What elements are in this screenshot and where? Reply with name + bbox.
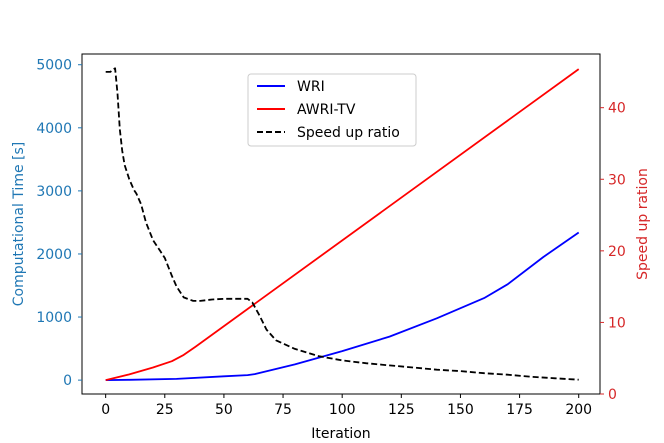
x-tick-label: 0 bbox=[101, 402, 110, 418]
x-tick-label: 125 bbox=[388, 402, 415, 418]
y-axis-right-title: Speed up ration bbox=[635, 168, 651, 280]
y-left-tick-label: 3000 bbox=[36, 184, 72, 200]
legend-label-awri: AWRI-TV bbox=[297, 102, 356, 118]
series-layer bbox=[105, 67, 580, 381]
x-tick-label: 25 bbox=[156, 402, 174, 418]
x-tick-label: 175 bbox=[506, 402, 533, 418]
x-tick-label: 200 bbox=[565, 402, 592, 418]
x-tick-label: 100 bbox=[329, 402, 356, 418]
y-left-tick-label: 0 bbox=[63, 373, 72, 389]
y-right-tick-label: 10 bbox=[608, 315, 626, 331]
series-line-wri bbox=[105, 231, 580, 381]
x-tick-label: 75 bbox=[274, 402, 292, 418]
y-right-tick-label: 40 bbox=[608, 101, 626, 117]
x-tick-label: 50 bbox=[215, 402, 233, 418]
x-tick-label: 150 bbox=[447, 402, 474, 418]
x-axis: 0 25 50 75 100 125 150 175 200 bbox=[101, 394, 592, 418]
legend-label-wri: WRI bbox=[297, 79, 325, 95]
series-line-speed-up-ratio bbox=[105, 67, 579, 381]
series-line-awri-tv bbox=[105, 68, 580, 381]
y-right-tick-label: 30 bbox=[608, 172, 626, 188]
y-left-tick-label: 1000 bbox=[36, 310, 72, 326]
legend: WRI AWRI-TV Speed up ratio bbox=[247, 73, 417, 147]
y-axis-left: 0 1000 2000 3000 4000 5000 bbox=[36, 58, 82, 389]
y-axis-right: 0 10 20 30 40 bbox=[600, 101, 626, 403]
y-right-tick-label: 0 bbox=[608, 387, 617, 403]
legend-box bbox=[247, 73, 417, 147]
x-axis-title: Iteration bbox=[311, 426, 370, 442]
y-left-tick-label: 2000 bbox=[36, 247, 72, 263]
y-left-tick-label: 5000 bbox=[36, 58, 72, 74]
plot-frame bbox=[81, 53, 601, 395]
legend-label-speedup: Speed up ratio bbox=[297, 125, 400, 141]
y-left-tick-label: 4000 bbox=[36, 121, 72, 137]
y-axis-left-title: Computational Time [s] bbox=[11, 142, 27, 306]
y-right-tick-label: 20 bbox=[608, 244, 626, 260]
